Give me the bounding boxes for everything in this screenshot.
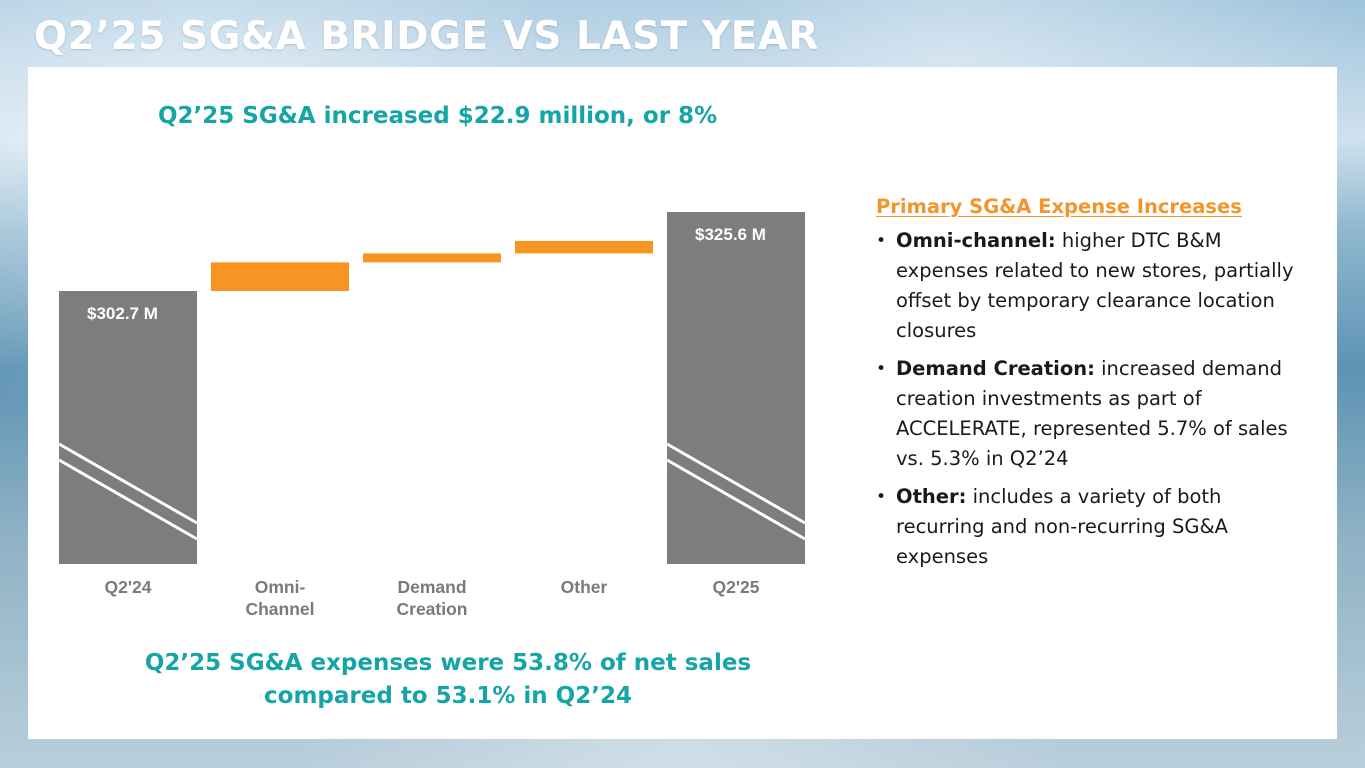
bullet-bold: Other:: [896, 485, 967, 508]
category-label-q2-24: Q2'24: [105, 577, 152, 597]
bar-total-q2-25: [667, 211, 805, 564]
headline: Q2’25 SG&A increased $22.9 million, or 8…: [158, 103, 718, 129]
footnote: Q2’25 SG&A expenses were 53.8% of net sa…: [108, 647, 788, 713]
category-label-line: Channel: [245, 599, 314, 619]
bar-total-q2-24: [59, 291, 197, 564]
bullet-text: increased demand creation investments as…: [896, 357, 1288, 470]
footnote-line-1: Q2’25 SG&A expenses were 53.8% of net sa…: [144, 650, 752, 676]
axis-break-line: [666, 458, 806, 541]
category-label-line: Omni-: [255, 577, 306, 597]
bullet-omni-channel: Omni-channel: higher DTC B&M expenses re…: [876, 226, 1316, 346]
bullet-list: Omni-channel: higher DTC B&M expenses re…: [876, 226, 1316, 572]
bullet-other: Other: includes a variety of both recurr…: [876, 482, 1316, 572]
content-panel: Q2’25 SG&A increased $22.9 million, or 8…: [28, 67, 1337, 739]
axis-break-line: [58, 442, 198, 525]
bullet-bold: Demand Creation:: [896, 357, 1095, 380]
bullet-demand-creation: Demand Creation: increased demand creati…: [876, 354, 1316, 474]
category-label-omni-channel: Omni-Channel: [245, 577, 314, 619]
bullet-bold: Omni-channel:: [896, 229, 1056, 252]
category-label-line: Creation: [397, 599, 468, 619]
data-label-q2-24: $302.7 M: [87, 304, 158, 323]
slide-title: Q2’25 SG&A BRIDGE VS LAST YEAR: [34, 14, 819, 59]
category-label-other: Other: [561, 577, 608, 597]
bar-increase-other: [515, 240, 653, 254]
category-label-line: Q2'24: [105, 577, 152, 597]
bullet-text: includes a variety of both recurring and…: [896, 485, 1229, 568]
bar-increase-omni-channel: [211, 262, 349, 291]
bullet-text: higher DTC B&M expenses related to new s…: [896, 229, 1294, 342]
waterfall-chart: $302.7 M Q2'24 Omni-Channel Demand Creation O…: [58, 211, 806, 619]
category-label-demand-creation: Demand Creation: [397, 577, 468, 619]
expense-increases-panel: Primary SG&A Expense Increases Omni-chan…: [876, 195, 1316, 580]
category-label-q2-25: Q2'25: [713, 577, 760, 597]
side-heading: Primary SG&A Expense Increases: [876, 195, 1242, 218]
data-label-q2-25: $325.6 M: [695, 225, 766, 244]
axis-break-line: [666, 442, 806, 525]
axis-break-line: [58, 458, 198, 541]
category-label-line: Demand: [397, 577, 466, 597]
footnote-line-2: compared to 53.1% in Q2’24: [264, 683, 632, 709]
bar-increase-demand-creation: [363, 253, 501, 263]
category-label-line: Other: [561, 577, 608, 597]
category-label-line: Q2'25: [713, 577, 760, 597]
